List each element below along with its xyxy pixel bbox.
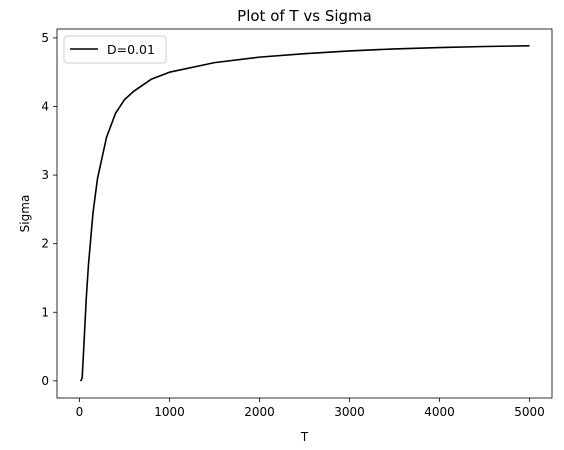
series-line xyxy=(79,45,530,382)
chart-title: Plot of T vs Sigma xyxy=(237,7,372,25)
legend: D=0.01 xyxy=(63,35,167,64)
y-tick-label: 1 xyxy=(41,305,49,319)
y-axis-label: Sigma xyxy=(18,195,32,233)
y-axis: 0 1 2 3 4 5 xyxy=(41,31,57,388)
y-tick-label: 2 xyxy=(41,237,49,251)
y-tick-label: 0 xyxy=(41,374,49,388)
x-tick-label: 5000 xyxy=(514,405,545,419)
y-tick-label: 3 xyxy=(41,168,49,182)
x-tick-label: 4000 xyxy=(424,405,455,419)
x-tick-label: 1000 xyxy=(154,405,185,419)
y-tick-label: 4 xyxy=(41,100,49,114)
series-layer xyxy=(79,45,530,382)
x-axis: 0 1000 2000 3000 4000 5000 xyxy=(76,398,545,419)
legend-label: D=0.01 xyxy=(107,42,155,57)
y-tick-label: 5 xyxy=(41,31,49,45)
x-axis-label: T xyxy=(300,430,309,444)
x-tick-label: 0 xyxy=(76,405,84,419)
x-tick-label: 3000 xyxy=(334,405,365,419)
legend-box xyxy=(63,35,167,64)
axes-frame xyxy=(56,28,553,399)
x-tick-label: 2000 xyxy=(244,405,275,419)
